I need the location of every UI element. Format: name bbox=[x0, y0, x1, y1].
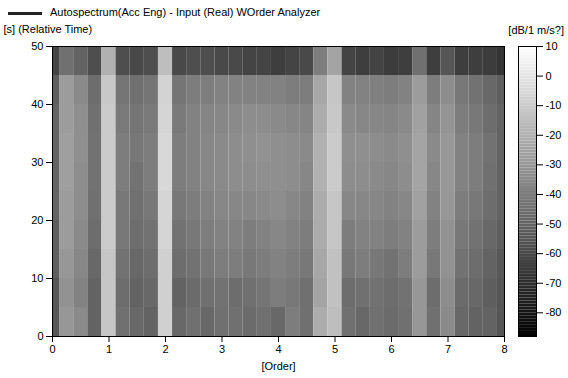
svg-text:5: 5 bbox=[332, 343, 338, 355]
svg-text:-80: -80 bbox=[546, 306, 562, 318]
svg-text:10: 10 bbox=[546, 40, 558, 52]
svg-text:10: 10 bbox=[31, 272, 43, 284]
svg-text:1: 1 bbox=[106, 343, 112, 355]
svg-text:2: 2 bbox=[162, 343, 168, 355]
svg-text:30: 30 bbox=[31, 156, 43, 168]
svg-text:[Order]: [Order] bbox=[261, 360, 295, 372]
svg-text:0: 0 bbox=[49, 343, 55, 355]
svg-text:50: 50 bbox=[31, 40, 43, 52]
svg-text:-70: -70 bbox=[546, 277, 562, 289]
svg-text:0: 0 bbox=[546, 70, 552, 82]
svg-text:-40: -40 bbox=[546, 188, 562, 200]
svg-text:6: 6 bbox=[388, 343, 394, 355]
svg-text:[s] (Relative Time): [s] (Relative Time) bbox=[4, 23, 93, 35]
html-text:Autospectrum(Acc Eng) - Input: Autospectrum(Acc Eng) - Input (Real) WOr… bbox=[50, 6, 321, 18]
svg-text:20: 20 bbox=[31, 214, 43, 226]
svg-text:-10: -10 bbox=[546, 99, 562, 111]
svg-text:40: 40 bbox=[31, 98, 43, 110]
svg-text:8: 8 bbox=[501, 343, 507, 355]
svg-text:0: 0 bbox=[37, 330, 43, 342]
svg-text:-50: -50 bbox=[546, 218, 562, 230]
html-text:[dB/1 m/s?]: [dB/1 m/s?] bbox=[508, 24, 564, 36]
svg-text:3: 3 bbox=[219, 343, 225, 355]
svg-text:-60: -60 bbox=[546, 247, 562, 259]
svg-text:7: 7 bbox=[445, 343, 451, 355]
svg-text:4: 4 bbox=[275, 343, 281, 355]
svg-text:-30: -30 bbox=[546, 158, 562, 170]
svg-text:-20: -20 bbox=[546, 129, 562, 141]
